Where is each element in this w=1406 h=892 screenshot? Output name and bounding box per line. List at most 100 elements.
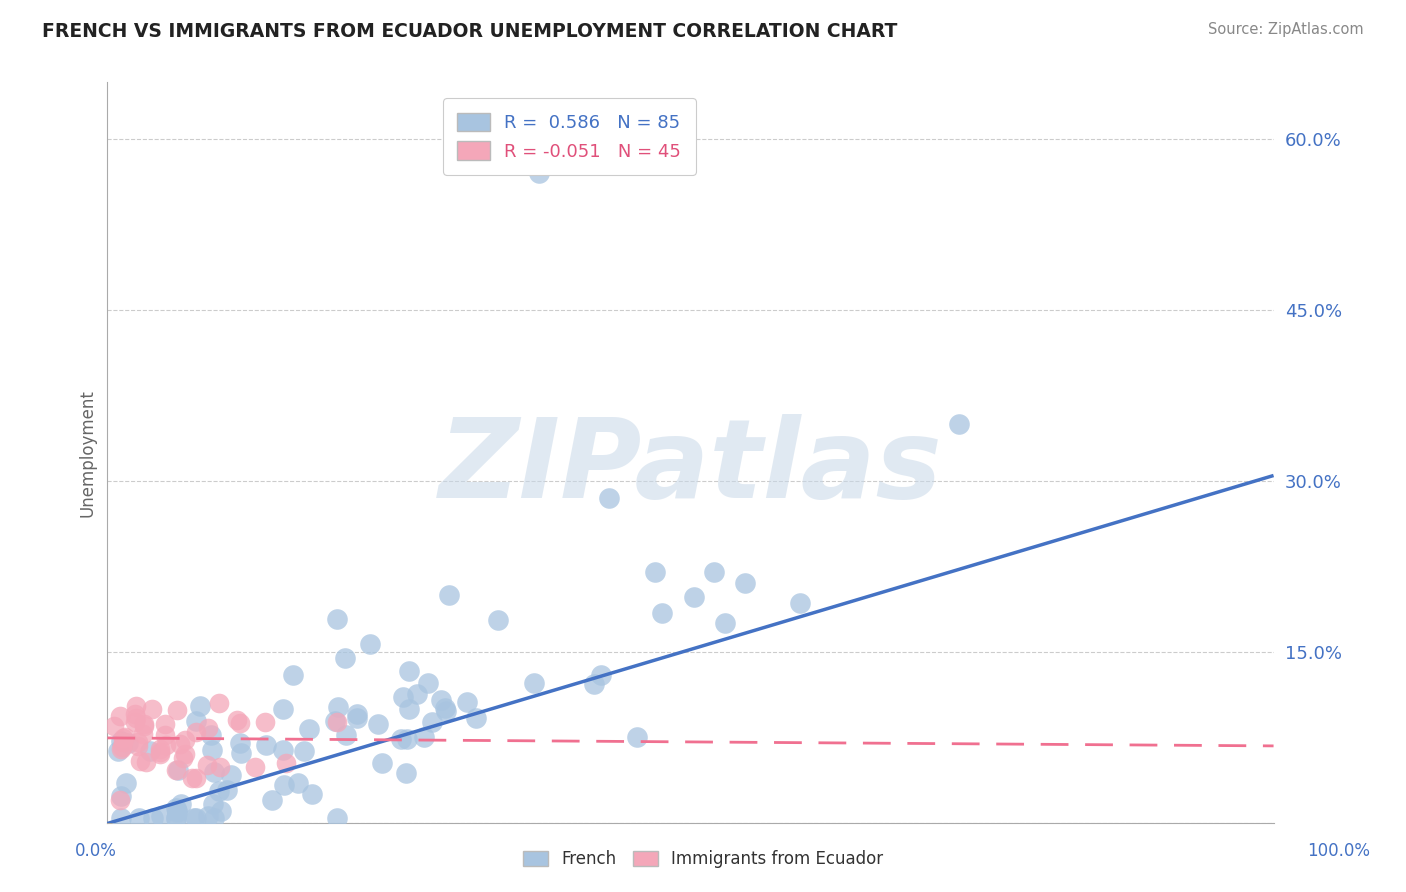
Point bbox=[172, 751, 194, 765]
Point bbox=[217, 782, 239, 797]
Point bbox=[429, 693, 451, 707]
Point bbox=[141, 702, 163, 716]
Point bbox=[197, 721, 219, 735]
Point bbox=[281, 668, 304, 682]
Point bbox=[346, 707, 368, 722]
Point bbox=[127, 739, 149, 754]
Point bbox=[420, 715, 443, 730]
Point bbox=[260, 793, 283, 807]
Point bbox=[110, 811, 132, 825]
Text: FRENCH VS IMMIGRANTS FROM ECUADOR UNEMPLOYMENT CORRELATION CHART: FRENCH VS IMMIGRANTS FROM ECUADOR UNEMPL… bbox=[42, 22, 897, 41]
Point bbox=[439, 588, 461, 602]
Point bbox=[367, 717, 389, 731]
Point bbox=[209, 805, 232, 819]
Point bbox=[301, 787, 323, 801]
Point bbox=[276, 756, 298, 770]
Point bbox=[111, 740, 134, 755]
Point bbox=[134, 719, 156, 733]
Point bbox=[200, 728, 222, 742]
Point bbox=[165, 763, 187, 777]
Point bbox=[186, 725, 208, 739]
Point bbox=[112, 731, 135, 745]
Point bbox=[335, 727, 357, 741]
Point bbox=[433, 700, 456, 714]
Point bbox=[165, 811, 187, 825]
Point bbox=[523, 676, 546, 690]
Point bbox=[142, 811, 165, 825]
Point bbox=[201, 743, 224, 757]
Point bbox=[948, 417, 970, 432]
Point bbox=[166, 805, 188, 819]
Point bbox=[166, 804, 188, 818]
Point bbox=[398, 702, 420, 716]
Point bbox=[683, 591, 706, 605]
Point bbox=[219, 767, 242, 781]
Point bbox=[202, 797, 225, 811]
Point bbox=[173, 733, 195, 747]
Point bbox=[127, 734, 149, 748]
Point bbox=[253, 715, 276, 730]
Point bbox=[110, 741, 132, 756]
Y-axis label: Unemployment: Unemployment bbox=[79, 389, 96, 516]
Point bbox=[589, 668, 612, 682]
Point bbox=[598, 491, 620, 506]
Point bbox=[110, 789, 132, 804]
Point bbox=[128, 754, 150, 768]
Point bbox=[389, 731, 412, 746]
Point bbox=[326, 714, 349, 729]
Point bbox=[273, 778, 295, 792]
Point bbox=[243, 759, 266, 773]
Point bbox=[346, 711, 368, 725]
Point bbox=[128, 811, 150, 825]
Text: ZIPatlas: ZIPatlas bbox=[439, 414, 942, 521]
Point bbox=[132, 727, 155, 741]
Point bbox=[209, 760, 232, 774]
Point bbox=[229, 746, 252, 760]
Point bbox=[225, 713, 247, 727]
Point bbox=[135, 755, 157, 769]
Point bbox=[108, 792, 131, 806]
Point bbox=[150, 809, 173, 823]
Point bbox=[287, 775, 309, 789]
Point bbox=[195, 758, 218, 772]
Point bbox=[132, 717, 155, 731]
Point bbox=[166, 703, 188, 717]
Point bbox=[325, 612, 347, 626]
Point bbox=[114, 730, 136, 744]
Text: 0.0%: 0.0% bbox=[75, 842, 117, 860]
Legend: French, Immigrants from Ecuador: French, Immigrants from Ecuador bbox=[515, 842, 891, 877]
Point bbox=[149, 745, 172, 759]
Point bbox=[108, 709, 131, 723]
Point bbox=[371, 756, 394, 770]
Text: 100.0%: 100.0% bbox=[1308, 842, 1369, 860]
Point bbox=[271, 702, 294, 716]
Point bbox=[703, 566, 725, 580]
Point bbox=[170, 797, 193, 811]
Point bbox=[165, 801, 187, 815]
Legend: R =  0.586   N = 85, R = -0.051   N = 45: R = 0.586 N = 85, R = -0.051 N = 45 bbox=[443, 98, 696, 175]
Point bbox=[292, 744, 315, 758]
Point bbox=[202, 764, 225, 779]
Point bbox=[254, 738, 277, 752]
Point bbox=[107, 744, 129, 758]
Point bbox=[197, 809, 219, 823]
Point bbox=[149, 747, 172, 761]
Point bbox=[229, 715, 252, 730]
Point bbox=[486, 613, 509, 627]
Point bbox=[125, 698, 148, 713]
Point bbox=[138, 744, 160, 758]
Point bbox=[207, 696, 229, 710]
Point bbox=[328, 700, 350, 714]
Point bbox=[167, 763, 190, 777]
Point bbox=[434, 704, 457, 718]
Point bbox=[456, 695, 478, 709]
Point bbox=[333, 650, 356, 665]
Point bbox=[208, 784, 231, 798]
Point bbox=[112, 735, 135, 749]
Point bbox=[110, 734, 132, 748]
Point bbox=[124, 706, 146, 721]
Point bbox=[115, 776, 138, 790]
Point bbox=[392, 690, 415, 705]
Point bbox=[789, 596, 811, 610]
Point bbox=[184, 811, 207, 825]
